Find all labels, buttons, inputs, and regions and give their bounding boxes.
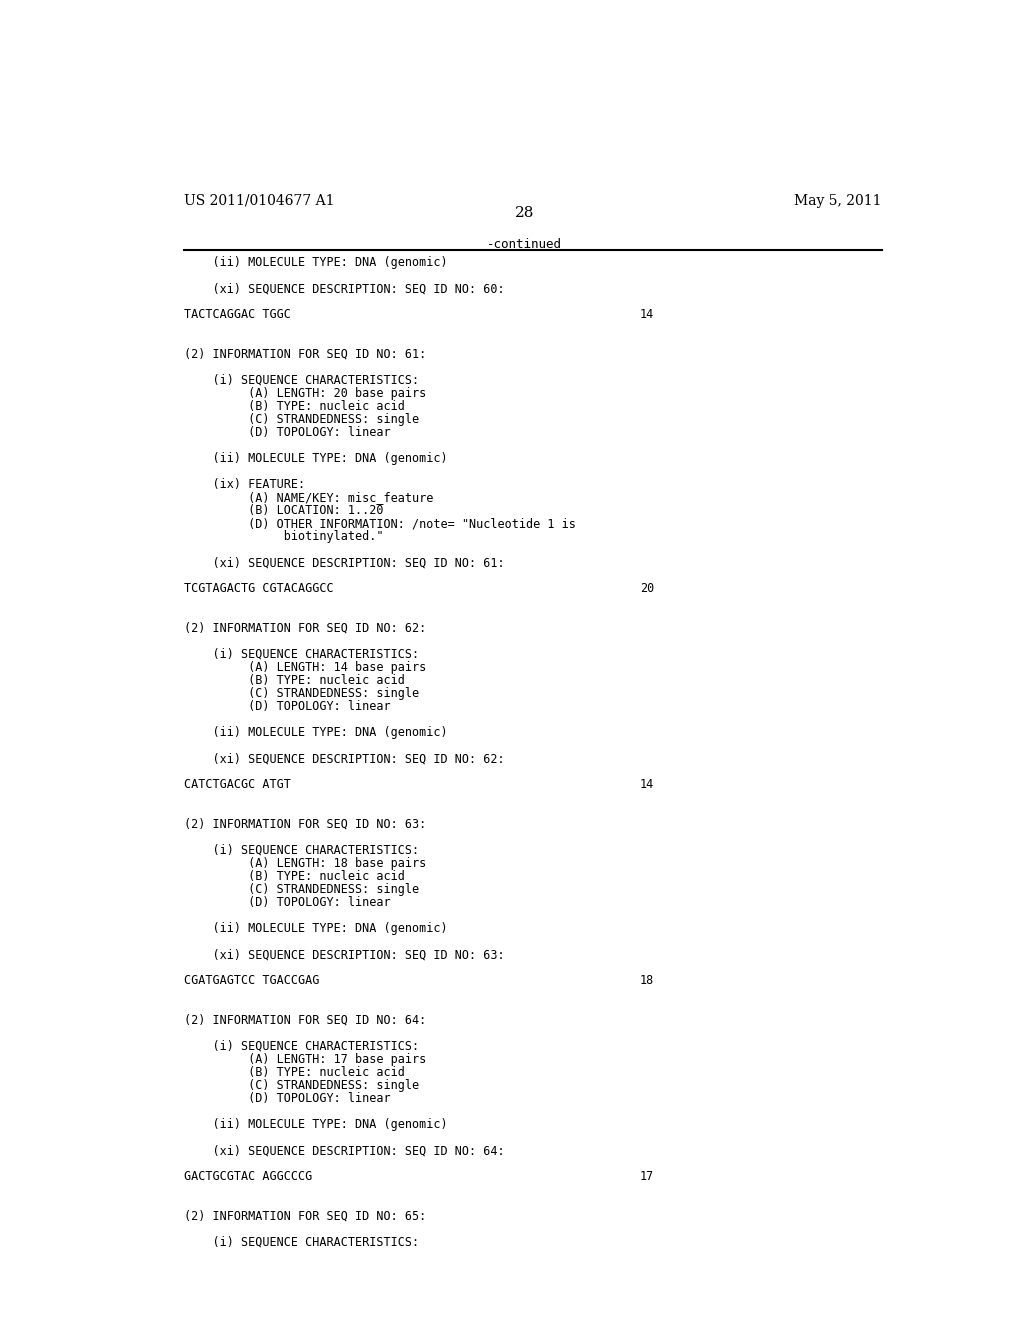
Text: (D) TOPOLOGY: linear: (D) TOPOLOGY: linear xyxy=(183,896,390,909)
Text: (i) SEQUENCE CHARACTERISTICS:: (i) SEQUENCE CHARACTERISTICS: xyxy=(183,648,419,661)
Text: (xi) SEQUENCE DESCRIPTION: SEQ ID NO: 63:: (xi) SEQUENCE DESCRIPTION: SEQ ID NO: 63… xyxy=(183,948,504,961)
Text: (i) SEQUENCE CHARACTERISTICS:: (i) SEQUENCE CHARACTERISTICS: xyxy=(183,1236,419,1249)
Text: 17: 17 xyxy=(640,1171,654,1183)
Text: (xi) SEQUENCE DESCRIPTION: SEQ ID NO: 62:: (xi) SEQUENCE DESCRIPTION: SEQ ID NO: 62… xyxy=(183,752,504,766)
Text: (2) INFORMATION FOR SEQ ID NO: 61:: (2) INFORMATION FOR SEQ ID NO: 61: xyxy=(183,347,426,360)
Text: 18: 18 xyxy=(640,974,654,987)
Text: (C) STRANDEDNESS: single: (C) STRANDEDNESS: single xyxy=(183,1078,419,1092)
Text: (2) INFORMATION FOR SEQ ID NO: 64:: (2) INFORMATION FOR SEQ ID NO: 64: xyxy=(183,1014,426,1027)
Text: (xi) SEQUENCE DESCRIPTION: SEQ ID NO: 60:: (xi) SEQUENCE DESCRIPTION: SEQ ID NO: 60… xyxy=(183,282,504,296)
Text: (D) TOPOLOGY: linear: (D) TOPOLOGY: linear xyxy=(183,426,390,438)
Text: US 2011/0104677 A1: US 2011/0104677 A1 xyxy=(183,194,334,209)
Text: (C) STRANDEDNESS: single: (C) STRANDEDNESS: single xyxy=(183,413,419,426)
Text: -continued: -continued xyxy=(487,238,562,251)
Text: CGATGAGTCC TGACCGAG: CGATGAGTCC TGACCGAG xyxy=(183,974,318,987)
Text: (i) SEQUENCE CHARACTERISTICS:: (i) SEQUENCE CHARACTERISTICS: xyxy=(183,843,419,857)
Text: (C) STRANDEDNESS: single: (C) STRANDEDNESS: single xyxy=(183,883,419,896)
Text: (B) TYPE: nucleic acid: (B) TYPE: nucleic acid xyxy=(183,400,404,413)
Text: (A) NAME/KEY: misc_feature: (A) NAME/KEY: misc_feature xyxy=(183,491,433,504)
Text: (A) LENGTH: 20 base pairs: (A) LENGTH: 20 base pairs xyxy=(183,387,426,400)
Text: (B) LOCATION: 1..20: (B) LOCATION: 1..20 xyxy=(183,504,383,517)
Text: TACTCAGGAC TGGC: TACTCAGGAC TGGC xyxy=(183,308,291,321)
Text: (A) LENGTH: 14 base pairs: (A) LENGTH: 14 base pairs xyxy=(183,661,426,673)
Text: (ix) FEATURE:: (ix) FEATURE: xyxy=(183,478,305,491)
Text: (B) TYPE: nucleic acid: (B) TYPE: nucleic acid xyxy=(183,1065,404,1078)
Text: biotinylated.": biotinylated." xyxy=(183,531,383,544)
Text: (B) TYPE: nucleic acid: (B) TYPE: nucleic acid xyxy=(183,870,404,883)
Text: GACTGCGTAC AGGCCCG: GACTGCGTAC AGGCCCG xyxy=(183,1171,311,1183)
Text: (2) INFORMATION FOR SEQ ID NO: 62:: (2) INFORMATION FOR SEQ ID NO: 62: xyxy=(183,622,426,635)
Text: 28: 28 xyxy=(515,206,535,220)
Text: 14: 14 xyxy=(640,779,654,792)
Text: CATCTGACGC ATGT: CATCTGACGC ATGT xyxy=(183,779,291,792)
Text: (2) INFORMATION FOR SEQ ID NO: 63:: (2) INFORMATION FOR SEQ ID NO: 63: xyxy=(183,817,426,830)
Text: (D) TOPOLOGY: linear: (D) TOPOLOGY: linear xyxy=(183,700,390,713)
Text: (i) SEQUENCE CHARACTERISTICS:: (i) SEQUENCE CHARACTERISTICS: xyxy=(183,1040,419,1052)
Text: (C) STRANDEDNESS: single: (C) STRANDEDNESS: single xyxy=(183,686,419,700)
Text: May 5, 2011: May 5, 2011 xyxy=(795,194,882,209)
Text: (A) LENGTH: 18 base pairs: (A) LENGTH: 18 base pairs xyxy=(183,857,426,870)
Text: (ii) MOLECULE TYPE: DNA (genomic): (ii) MOLECULE TYPE: DNA (genomic) xyxy=(183,923,447,935)
Text: TCGTAGACTG CGTACAGGCC: TCGTAGACTG CGTACAGGCC xyxy=(183,582,333,595)
Text: 20: 20 xyxy=(640,582,654,595)
Text: (xi) SEQUENCE DESCRIPTION: SEQ ID NO: 64:: (xi) SEQUENCE DESCRIPTION: SEQ ID NO: 64… xyxy=(183,1144,504,1158)
Text: 14: 14 xyxy=(640,308,654,321)
Text: (i) SEQUENCE CHARACTERISTICS:: (i) SEQUENCE CHARACTERISTICS: xyxy=(183,374,419,387)
Text: (D) TOPOLOGY: linear: (D) TOPOLOGY: linear xyxy=(183,1092,390,1105)
Text: (ii) MOLECULE TYPE: DNA (genomic): (ii) MOLECULE TYPE: DNA (genomic) xyxy=(183,256,447,269)
Text: (A) LENGTH: 17 base pairs: (A) LENGTH: 17 base pairs xyxy=(183,1052,426,1065)
Text: (xi) SEQUENCE DESCRIPTION: SEQ ID NO: 61:: (xi) SEQUENCE DESCRIPTION: SEQ ID NO: 61… xyxy=(183,556,504,569)
Text: (D) OTHER INFORMATION: /note= "Nucleotide 1 is: (D) OTHER INFORMATION: /note= "Nucleotid… xyxy=(183,517,575,531)
Text: (ii) MOLECULE TYPE: DNA (genomic): (ii) MOLECULE TYPE: DNA (genomic) xyxy=(183,1118,447,1131)
Text: (2) INFORMATION FOR SEQ ID NO: 65:: (2) INFORMATION FOR SEQ ID NO: 65: xyxy=(183,1209,426,1222)
Text: (ii) MOLECULE TYPE: DNA (genomic): (ii) MOLECULE TYPE: DNA (genomic) xyxy=(183,726,447,739)
Text: (B) TYPE: nucleic acid: (B) TYPE: nucleic acid xyxy=(183,675,404,686)
Text: (ii) MOLECULE TYPE: DNA (genomic): (ii) MOLECULE TYPE: DNA (genomic) xyxy=(183,451,447,465)
